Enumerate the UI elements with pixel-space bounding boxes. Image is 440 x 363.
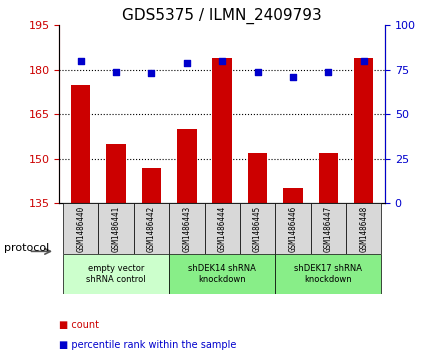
Bar [177, 129, 197, 203]
Text: GSM1486443: GSM1486443 [182, 205, 191, 252]
Text: GSM1486446: GSM1486446 [289, 205, 297, 252]
Title: GDS5375 / ILMN_2409793: GDS5375 / ILMN_2409793 [122, 8, 322, 24]
Bar [240, 203, 275, 254]
Text: empty vector
shRNA control: empty vector shRNA control [86, 264, 146, 284]
Point [183, 60, 191, 66]
Bar [71, 85, 90, 203]
Bar [134, 203, 169, 254]
Text: protocol: protocol [4, 243, 50, 253]
Bar [283, 188, 303, 203]
Point [254, 69, 261, 74]
Bar [346, 203, 381, 254]
Text: GSM1486448: GSM1486448 [359, 205, 368, 252]
Bar [311, 203, 346, 254]
Text: ■ percentile rank within the sample: ■ percentile rank within the sample [59, 340, 237, 350]
Bar [275, 254, 381, 294]
Text: ■ count: ■ count [59, 320, 99, 330]
Point [113, 69, 120, 74]
Point [290, 74, 297, 80]
Text: GSM1486440: GSM1486440 [76, 205, 85, 252]
Bar [354, 58, 374, 203]
Text: shDEK14 shRNA
knockdown: shDEK14 shRNA knockdown [188, 264, 256, 284]
Bar [142, 168, 161, 203]
Text: GSM1486441: GSM1486441 [111, 205, 121, 252]
Point [77, 58, 84, 64]
Bar [205, 203, 240, 254]
Point [219, 58, 226, 64]
Bar [169, 254, 275, 294]
Bar [63, 203, 98, 254]
Bar [98, 203, 134, 254]
Bar [319, 153, 338, 203]
Point [360, 58, 367, 64]
Text: GSM1486445: GSM1486445 [253, 205, 262, 252]
Text: GSM1486447: GSM1486447 [324, 205, 333, 252]
Bar [106, 144, 126, 203]
Bar [248, 153, 268, 203]
Bar [63, 254, 169, 294]
Text: GSM1486442: GSM1486442 [147, 205, 156, 252]
Bar [213, 58, 232, 203]
Point [148, 70, 155, 76]
Bar [169, 203, 205, 254]
Bar [275, 203, 311, 254]
Text: GSM1486444: GSM1486444 [218, 205, 227, 252]
Point [325, 69, 332, 74]
Text: shDEK17 shRNA
knockdown: shDEK17 shRNA knockdown [294, 264, 363, 284]
